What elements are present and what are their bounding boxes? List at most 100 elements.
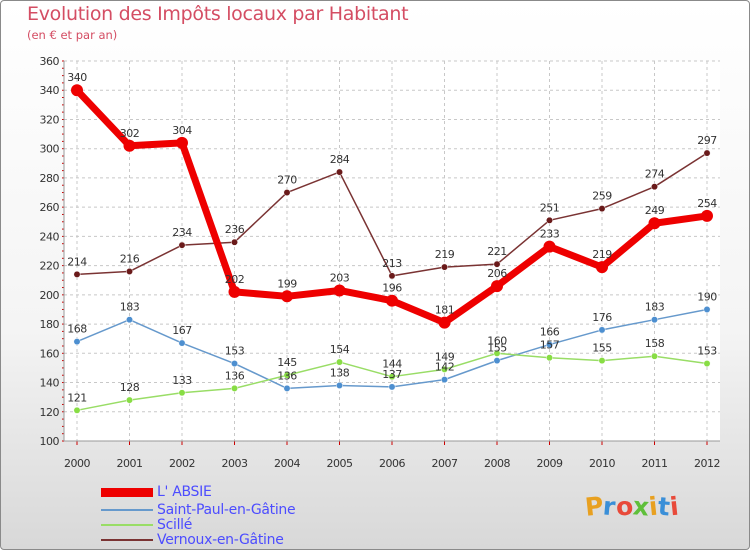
data-point xyxy=(386,294,398,307)
legend-item-vernoux: Vernoux-en-Gâtine xyxy=(101,532,361,548)
y-tick-label: 200 xyxy=(40,289,60,302)
data-label: 302 xyxy=(120,127,140,140)
legend-label-vernoux: Vernoux-en-Gâtine xyxy=(157,532,284,548)
data-label: 213 xyxy=(382,257,402,270)
data-label: 284 xyxy=(330,153,350,166)
data-point xyxy=(73,406,81,414)
data-point xyxy=(231,238,238,246)
data-point xyxy=(283,189,291,196)
y-tick-label: 140 xyxy=(40,377,60,390)
data-point xyxy=(441,365,448,373)
data-label: 168 xyxy=(67,323,87,336)
data-point xyxy=(546,354,553,362)
data-label: 133 xyxy=(172,374,192,387)
data-label: 160 xyxy=(487,334,507,347)
data-label: 181 xyxy=(435,304,455,317)
data-label: 166 xyxy=(540,326,560,339)
y-tick-label: 260 xyxy=(40,201,60,214)
data-point xyxy=(441,376,448,384)
data-point xyxy=(231,384,238,392)
x-tick-label: 2011 xyxy=(642,457,668,470)
data-label: 304 xyxy=(172,124,192,137)
data-point xyxy=(703,306,711,313)
legend-swatch-scille xyxy=(101,524,153,526)
data-label: 176 xyxy=(592,311,612,324)
x-tick-label: 2003 xyxy=(222,457,248,470)
data-point xyxy=(438,316,451,329)
x-tick-label: 2012 xyxy=(694,457,720,470)
x-tick-label: 2005 xyxy=(327,457,353,470)
data-label: 158 xyxy=(645,337,665,350)
y-tick-label: 340 xyxy=(40,84,60,97)
data-label: 233 xyxy=(540,228,560,241)
data-point xyxy=(73,270,81,278)
data-label: 219 xyxy=(435,248,455,261)
x-tick-label: 2007 xyxy=(432,457,458,470)
data-label: 121 xyxy=(67,391,87,404)
legend-swatch-saint-paul xyxy=(101,509,153,511)
data-point xyxy=(493,349,501,357)
data-point xyxy=(703,360,711,367)
x-tick-label: 2001 xyxy=(117,457,143,470)
data-point xyxy=(176,136,188,149)
data-point xyxy=(598,205,606,213)
data-label: 155 xyxy=(592,342,612,355)
data-label: 219 xyxy=(592,248,612,261)
legend-swatch-l-absie xyxy=(101,488,153,497)
data-point xyxy=(71,84,83,97)
data-point xyxy=(441,263,448,271)
data-label: 155 xyxy=(487,342,507,355)
axis-layer: 1001201401601802002202402602803003203403… xyxy=(40,55,721,470)
data-label: 196 xyxy=(382,282,402,295)
data-point xyxy=(648,217,661,230)
data-label: 199 xyxy=(277,277,297,290)
x-tick-label: 2006 xyxy=(379,457,405,470)
data-label: 206 xyxy=(487,267,507,280)
data-point xyxy=(388,272,396,280)
data-label: 254 xyxy=(697,197,717,210)
legend-label-scille: Scillé xyxy=(157,517,193,533)
y-tick-label: 300 xyxy=(40,143,60,156)
data-point xyxy=(598,357,606,365)
data-label: 203 xyxy=(330,271,350,284)
data-label: 202 xyxy=(225,273,245,286)
y-tick-label: 280 xyxy=(40,172,60,185)
legend-item-l-absie: L' ABSIE xyxy=(101,484,361,500)
data-point xyxy=(336,168,343,176)
data-point xyxy=(491,280,503,293)
data-label: 249 xyxy=(645,204,665,217)
data-label: 153 xyxy=(225,345,245,358)
data-point xyxy=(703,149,711,157)
data-point xyxy=(123,139,136,152)
data-point xyxy=(126,396,133,404)
data-point xyxy=(546,341,553,348)
data-label: 183 xyxy=(120,301,140,314)
data-label: 157 xyxy=(540,339,560,352)
legend-item-saint-paul: Saint-Paul-en-Gâtine xyxy=(101,502,361,518)
data-point xyxy=(651,183,658,191)
data-point xyxy=(598,326,606,334)
data-point xyxy=(178,339,186,347)
x-tick-label: 2000 xyxy=(64,457,90,470)
legend-swatch-vernoux xyxy=(101,539,153,541)
data-label: 183 xyxy=(645,301,665,314)
data-label: 154 xyxy=(330,343,350,356)
data-point xyxy=(388,373,396,381)
data-label: 153 xyxy=(697,345,717,358)
series-layer xyxy=(71,84,713,414)
data-point xyxy=(493,357,501,365)
data-label: 251 xyxy=(540,201,560,214)
data-point xyxy=(283,384,291,392)
data-label: 214 xyxy=(67,255,87,268)
logo-letter: i xyxy=(668,491,680,522)
data-label: 137 xyxy=(382,368,402,381)
data-point xyxy=(546,216,553,224)
data-point xyxy=(651,316,658,324)
data-point xyxy=(596,261,608,274)
data-point xyxy=(388,383,396,391)
data-point xyxy=(543,240,556,253)
chart-subtitle: (en € et par an) xyxy=(27,28,118,42)
data-point xyxy=(336,358,343,366)
